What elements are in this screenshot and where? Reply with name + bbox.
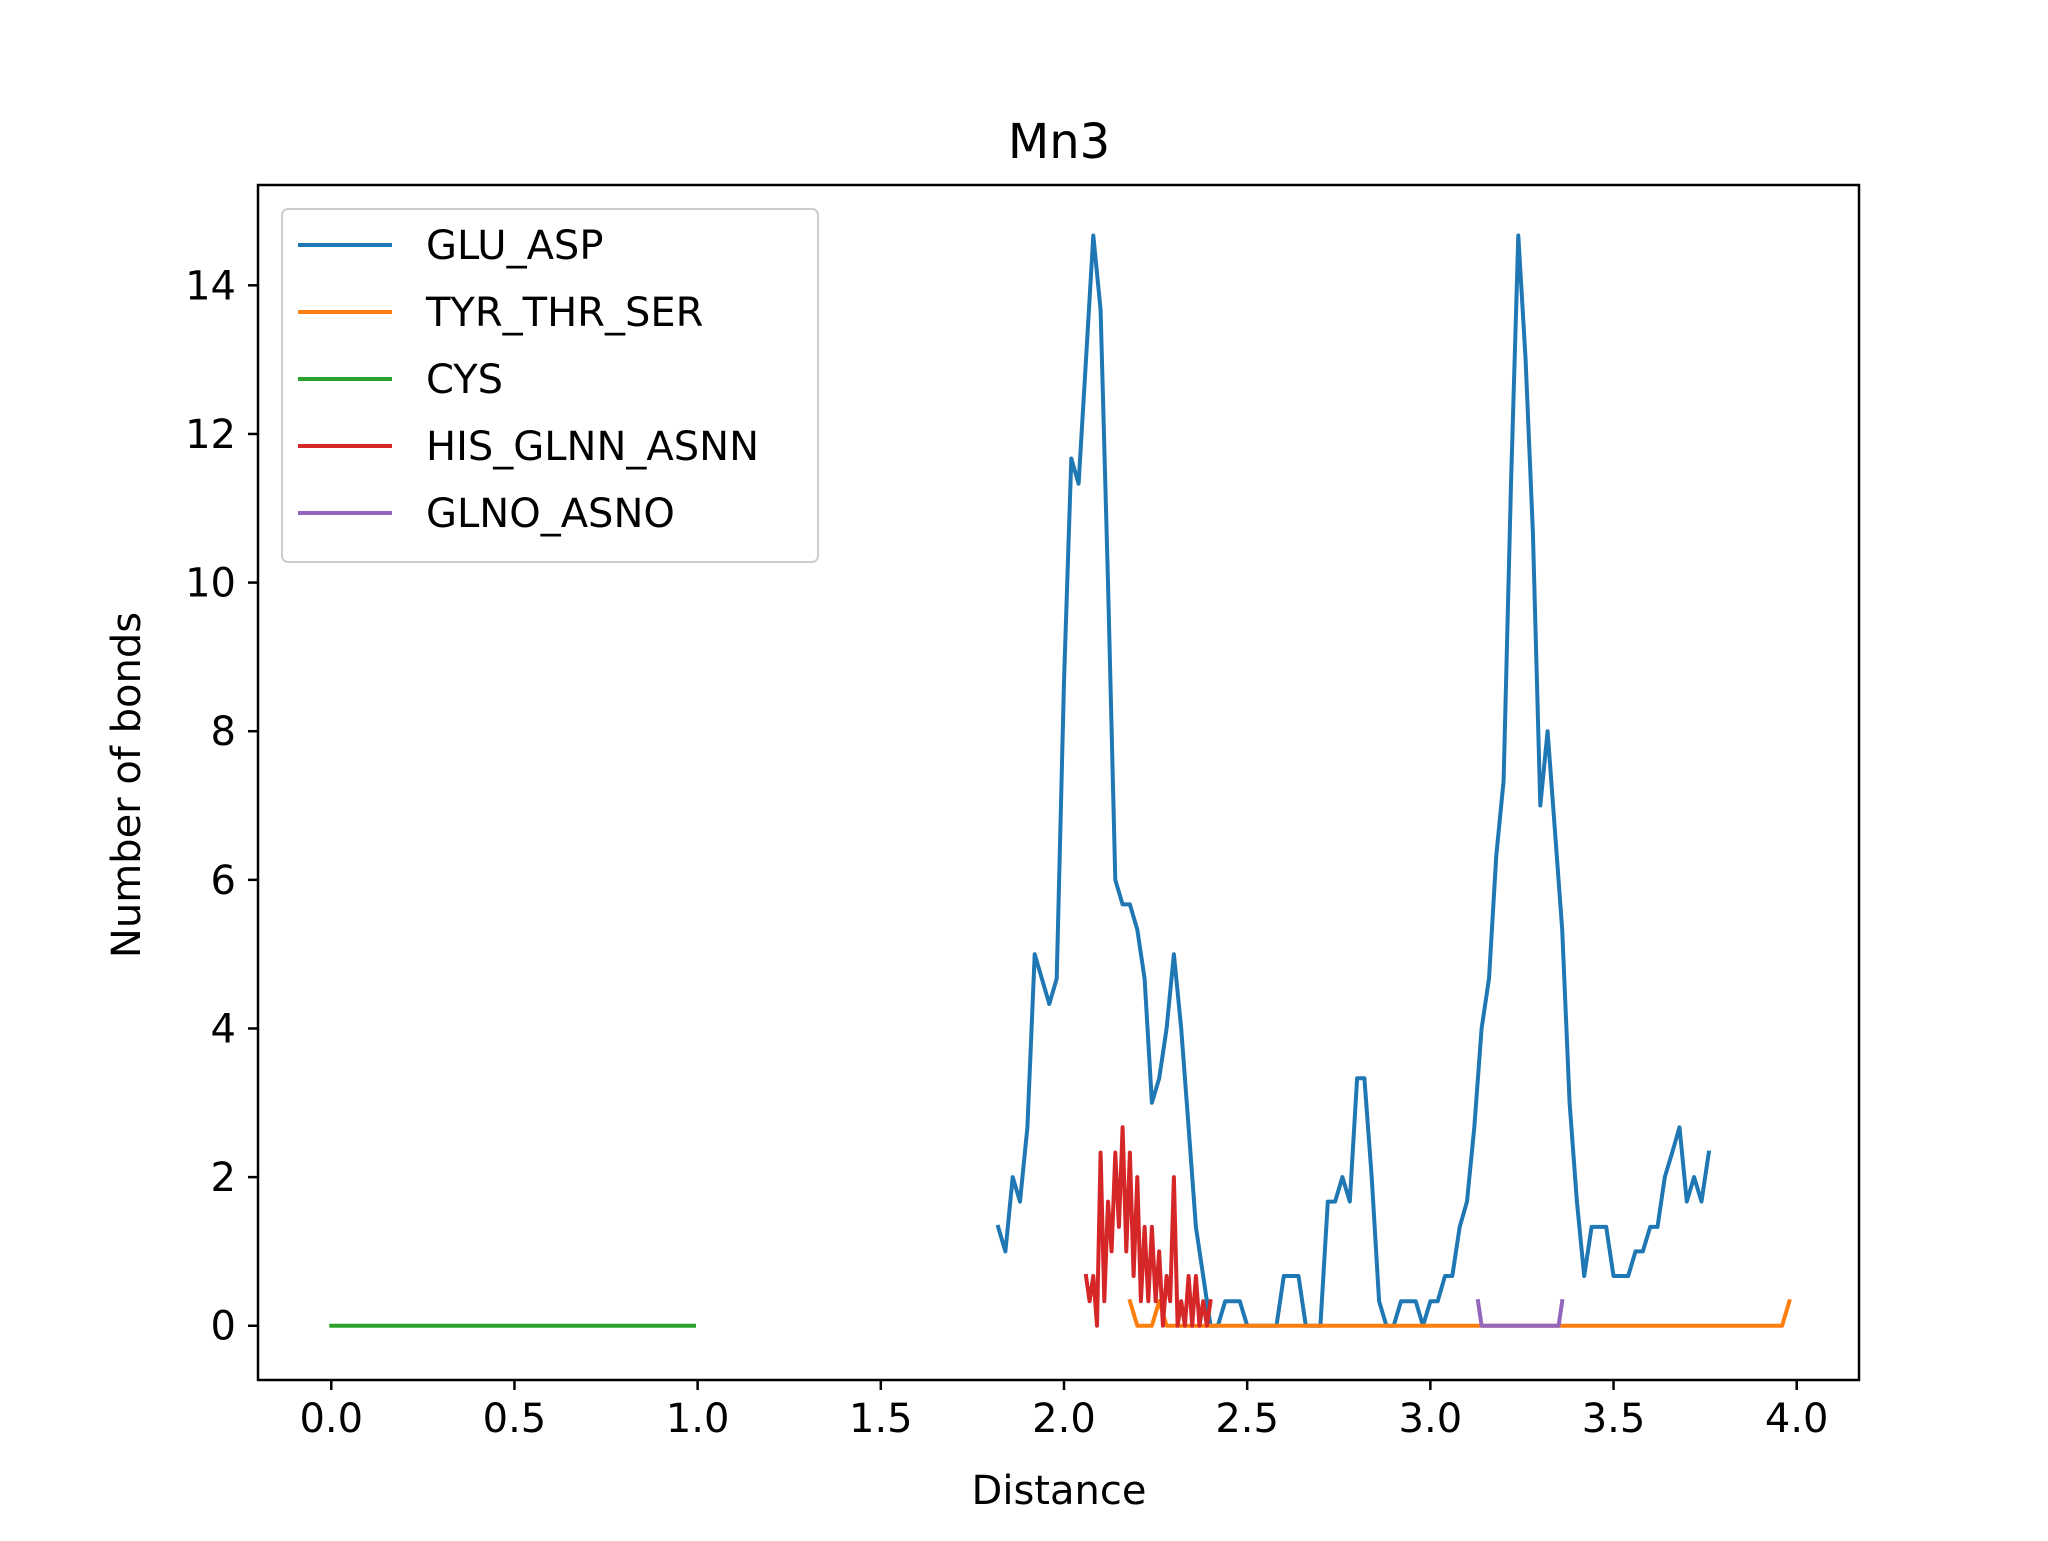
legend-box — [281, 208, 819, 563]
x-tick-label: 3.5 — [1582, 1396, 1646, 1442]
x-tick-label: 2.5 — [1215, 1396, 1279, 1442]
y-tick-label: 0 — [211, 1304, 236, 1350]
legend-label: GLU_ASP — [426, 223, 603, 269]
y-tick-label: 10 — [185, 561, 236, 607]
y-tick-label: 12 — [185, 412, 236, 458]
ticks-layer: 0.0 0.5 1.0 1.5 2.0 2.5 3.0 3.5 4.0 0 2 4 6 8 10 12 14 — [185, 263, 1828, 1442]
y-tick-label: 2 — [211, 1155, 236, 1201]
y-tick-label: 8 — [211, 709, 236, 755]
legend-label: CYS — [426, 357, 503, 403]
series-line-glno-asno — [1475, 1298, 1565, 1328]
x-tick-label: 4.0 — [1765, 1396, 1829, 1442]
x-tick-label: 0.0 — [299, 1396, 363, 1442]
y-axis-label: Number of bonds — [104, 612, 150, 958]
series-line-tyr-thr-ser — [1127, 1298, 1792, 1328]
x-tick-label: 2.0 — [1032, 1396, 1096, 1442]
y-tick-label: 6 — [211, 858, 236, 904]
series-line-glu-asp — [995, 233, 1712, 1328]
legend-label: HIS_GLNN_ASNN — [426, 424, 759, 470]
x-axis-label: Distance — [972, 1468, 1147, 1514]
y-tick-label: 14 — [185, 263, 236, 309]
x-tick-label: 0.5 — [483, 1396, 547, 1442]
x-tick-label: 1.0 — [666, 1396, 730, 1442]
legend: GLU_ASP TYR_THR_SER CYS HIS_GLNN_ASNN GLNO_A… — [281, 208, 819, 563]
series-line-his-glnn-asnn — [1083, 1125, 1213, 1328]
x-tick-label: 1.5 — [849, 1396, 913, 1442]
legend-label: TYR_THR_SER — [425, 290, 703, 336]
plot-frame — [256, 183, 1861, 1382]
series-layer — [329, 233, 1792, 1328]
x-tick-label: 3.0 — [1399, 1396, 1463, 1442]
chart-title: Mn3 — [1008, 114, 1110, 170]
legend-label: GLNO_ASNO — [426, 491, 675, 537]
y-tick-label: 4 — [211, 1006, 236, 1052]
